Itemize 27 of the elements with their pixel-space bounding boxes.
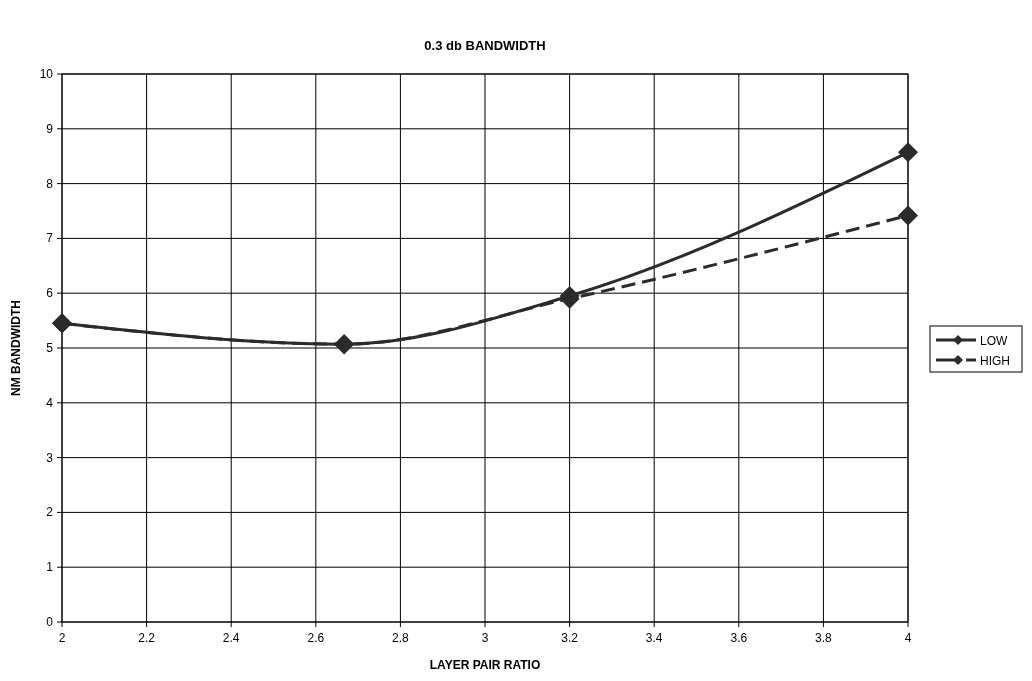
y-tick-label: 2 xyxy=(46,505,54,520)
legend-label: LOW xyxy=(980,334,1009,348)
legend-label: HIGH xyxy=(980,354,1010,368)
x-tick-label: 2.2 xyxy=(138,631,156,645)
y-tick-label: 1 xyxy=(46,560,54,575)
y-tick-label: 5 xyxy=(46,341,54,355)
x-tick-label: 3 xyxy=(481,631,489,645)
x-axis-title: LAYER PAIR RATIO xyxy=(429,658,541,672)
y-tick-label: 4 xyxy=(46,395,54,410)
x-tick-label: 3.8 xyxy=(815,631,833,645)
x-tick-label: 4 xyxy=(904,631,912,645)
x-tick-label: 3.6 xyxy=(730,631,748,645)
x-tick-label: 2 xyxy=(58,631,66,645)
y-tick-label: 10 xyxy=(39,67,54,81)
x-tick-label: 2.8 xyxy=(392,631,410,645)
x-tick-label: 2.4 xyxy=(222,631,240,645)
y-tick-label: 9 xyxy=(46,121,54,136)
chart-title: 0.3 db BANDWIDTH xyxy=(424,38,546,53)
y-tick-label: 6 xyxy=(46,286,54,301)
x-tick-label: 3.4 xyxy=(645,631,663,645)
y-tick-label: 7 xyxy=(46,231,54,246)
y-tick-label: 3 xyxy=(46,450,54,465)
y-axis-title: NM BANDWIDTH xyxy=(9,300,23,396)
x-tick-label: 3.2 xyxy=(561,631,579,645)
x-tick-label: 2.6 xyxy=(307,631,325,645)
y-tick-label: 0 xyxy=(46,615,54,629)
y-tick-label: 8 xyxy=(46,176,54,191)
